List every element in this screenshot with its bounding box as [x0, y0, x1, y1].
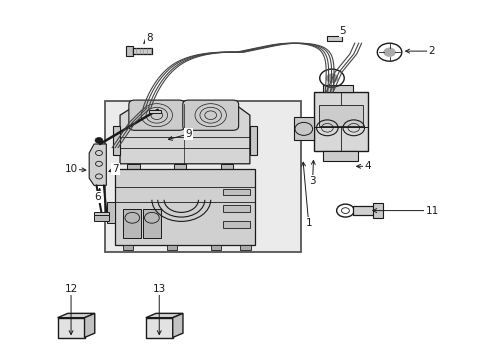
Polygon shape — [250, 126, 257, 155]
Bar — [149, 110, 161, 113]
Polygon shape — [146, 313, 183, 318]
Bar — [314, 92, 368, 151]
Bar — [323, 151, 358, 161]
Polygon shape — [84, 313, 95, 338]
Text: 1: 1 — [305, 218, 312, 228]
Text: 10: 10 — [65, 164, 77, 174]
Circle shape — [326, 74, 338, 82]
Bar — [240, 245, 251, 250]
Bar — [132, 48, 152, 54]
Polygon shape — [115, 169, 255, 245]
Circle shape — [384, 48, 395, 57]
Polygon shape — [173, 313, 183, 338]
Bar — [143, 209, 161, 238]
Bar — [127, 164, 140, 169]
Bar — [211, 245, 221, 250]
Text: 6: 6 — [95, 192, 101, 202]
Bar — [94, 215, 109, 221]
Text: 5: 5 — [340, 26, 346, 36]
Bar — [223, 221, 250, 228]
Bar — [223, 205, 250, 212]
Bar — [58, 318, 84, 338]
Bar — [146, 318, 172, 338]
Polygon shape — [89, 144, 106, 185]
Circle shape — [95, 138, 103, 143]
Polygon shape — [120, 104, 250, 164]
Bar — [323, 85, 353, 92]
Bar — [123, 209, 141, 238]
Bar — [167, 245, 177, 250]
Bar — [105, 101, 301, 252]
Bar — [126, 46, 133, 56]
Bar — [373, 203, 383, 218]
Text: 3: 3 — [309, 176, 316, 186]
Polygon shape — [113, 126, 120, 155]
Text: 11: 11 — [425, 206, 439, 216]
Text: 2: 2 — [428, 46, 435, 56]
Polygon shape — [58, 313, 95, 318]
Text: 8: 8 — [146, 33, 153, 43]
Bar — [223, 189, 250, 195]
Bar — [294, 117, 314, 140]
Bar — [327, 36, 342, 41]
Bar — [174, 164, 186, 169]
Bar — [353, 206, 375, 215]
Text: 7: 7 — [112, 164, 119, 174]
Bar — [107, 202, 115, 223]
Text: 12: 12 — [64, 284, 78, 294]
Text: 4: 4 — [364, 161, 371, 171]
Text: 9: 9 — [185, 129, 192, 139]
Bar — [94, 212, 109, 216]
FancyBboxPatch shape — [183, 100, 239, 130]
Bar — [220, 164, 233, 169]
Bar — [318, 105, 363, 126]
FancyBboxPatch shape — [129, 100, 185, 130]
Bar — [122, 245, 133, 250]
Text: 13: 13 — [152, 284, 166, 294]
